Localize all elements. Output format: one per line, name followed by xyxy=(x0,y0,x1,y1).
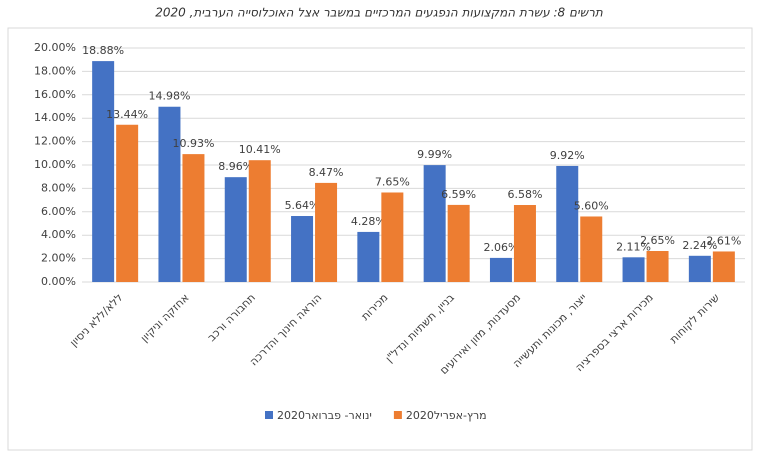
value-label: 2.61% xyxy=(706,234,741,247)
value-label: 9.99% xyxy=(417,148,452,161)
x-tick-label: ייצור, מכונות ותעשייה xyxy=(510,291,589,370)
legend-swatch xyxy=(393,411,402,419)
bar xyxy=(688,255,711,282)
x-tick-label: ללא/ללא ניסיון xyxy=(67,291,125,349)
bar xyxy=(646,250,669,282)
y-tick-label: 2.00% xyxy=(41,252,76,265)
bar xyxy=(357,231,380,282)
x-tick-label: הוראה חינוך והדרכה xyxy=(247,291,324,368)
value-label: 2.24% xyxy=(682,239,717,252)
bar xyxy=(423,165,446,282)
bar xyxy=(622,257,645,282)
value-label: 2.65% xyxy=(640,234,675,247)
value-label: 13.44% xyxy=(106,108,148,121)
bar xyxy=(291,216,314,282)
value-label: 5.60% xyxy=(574,199,609,212)
bar xyxy=(182,154,205,282)
y-tick-label: 12.00% xyxy=(34,135,76,148)
bar xyxy=(248,160,271,282)
y-tick-label: 8.00% xyxy=(41,181,76,194)
x-tick-label: מכירות xyxy=(359,291,391,323)
value-label: 4.28% xyxy=(351,215,386,228)
value-label: 6.58% xyxy=(507,188,542,201)
bar xyxy=(116,124,139,282)
y-tick-label: 10.00% xyxy=(34,158,76,171)
bar xyxy=(580,216,603,282)
value-label: 7.65% xyxy=(375,175,410,188)
x-tick-label: אחזקה וניקיון xyxy=(138,291,192,345)
x-tick-label: תחבורה ורכב xyxy=(205,291,258,344)
value-label: 10.41% xyxy=(239,143,281,156)
value-label: 10.93% xyxy=(172,137,214,150)
bar xyxy=(158,106,181,282)
bar xyxy=(513,205,536,282)
bar xyxy=(381,192,404,282)
y-tick-label: 20.00% xyxy=(34,41,76,54)
value-label: 18.88% xyxy=(82,44,124,57)
value-label: 2.11% xyxy=(616,240,651,253)
bar xyxy=(556,165,579,282)
value-label: 8.47% xyxy=(309,166,344,179)
bar xyxy=(92,61,115,282)
bar xyxy=(447,204,470,282)
chart-frame xyxy=(7,27,753,451)
legend-label: מרץ-אפריל2020 xyxy=(406,409,487,422)
legend-swatch xyxy=(265,411,273,419)
value-label: 14.98% xyxy=(148,90,190,103)
value-label: 9.92% xyxy=(550,149,585,162)
bar xyxy=(224,177,247,282)
legend-label: ינואר- פברואר2020 xyxy=(277,409,372,422)
bar xyxy=(315,182,338,282)
x-tick-label: בניין, תשתיות ונדל"ן xyxy=(383,291,457,365)
y-tick-label: 18.00% xyxy=(34,64,76,77)
value-label: 2.06% xyxy=(483,241,518,254)
value-label: 5.64% xyxy=(285,199,320,212)
chart-title: תרשים 8: עשרת המקצועות הנפגעים המרכזיים … xyxy=(155,6,603,20)
y-tick-label: 0.00% xyxy=(41,275,76,288)
bar xyxy=(489,257,512,282)
x-tick-label: שירות לקוחות xyxy=(667,291,722,346)
bar xyxy=(712,251,735,282)
y-tick-label: 14.00% xyxy=(34,111,76,124)
value-label: 8.96% xyxy=(218,160,253,173)
value-label: 6.59% xyxy=(441,188,476,201)
y-tick-label: 6.00% xyxy=(41,205,76,218)
y-tick-label: 16.00% xyxy=(34,88,76,101)
y-tick-label: 4.00% xyxy=(41,228,76,241)
